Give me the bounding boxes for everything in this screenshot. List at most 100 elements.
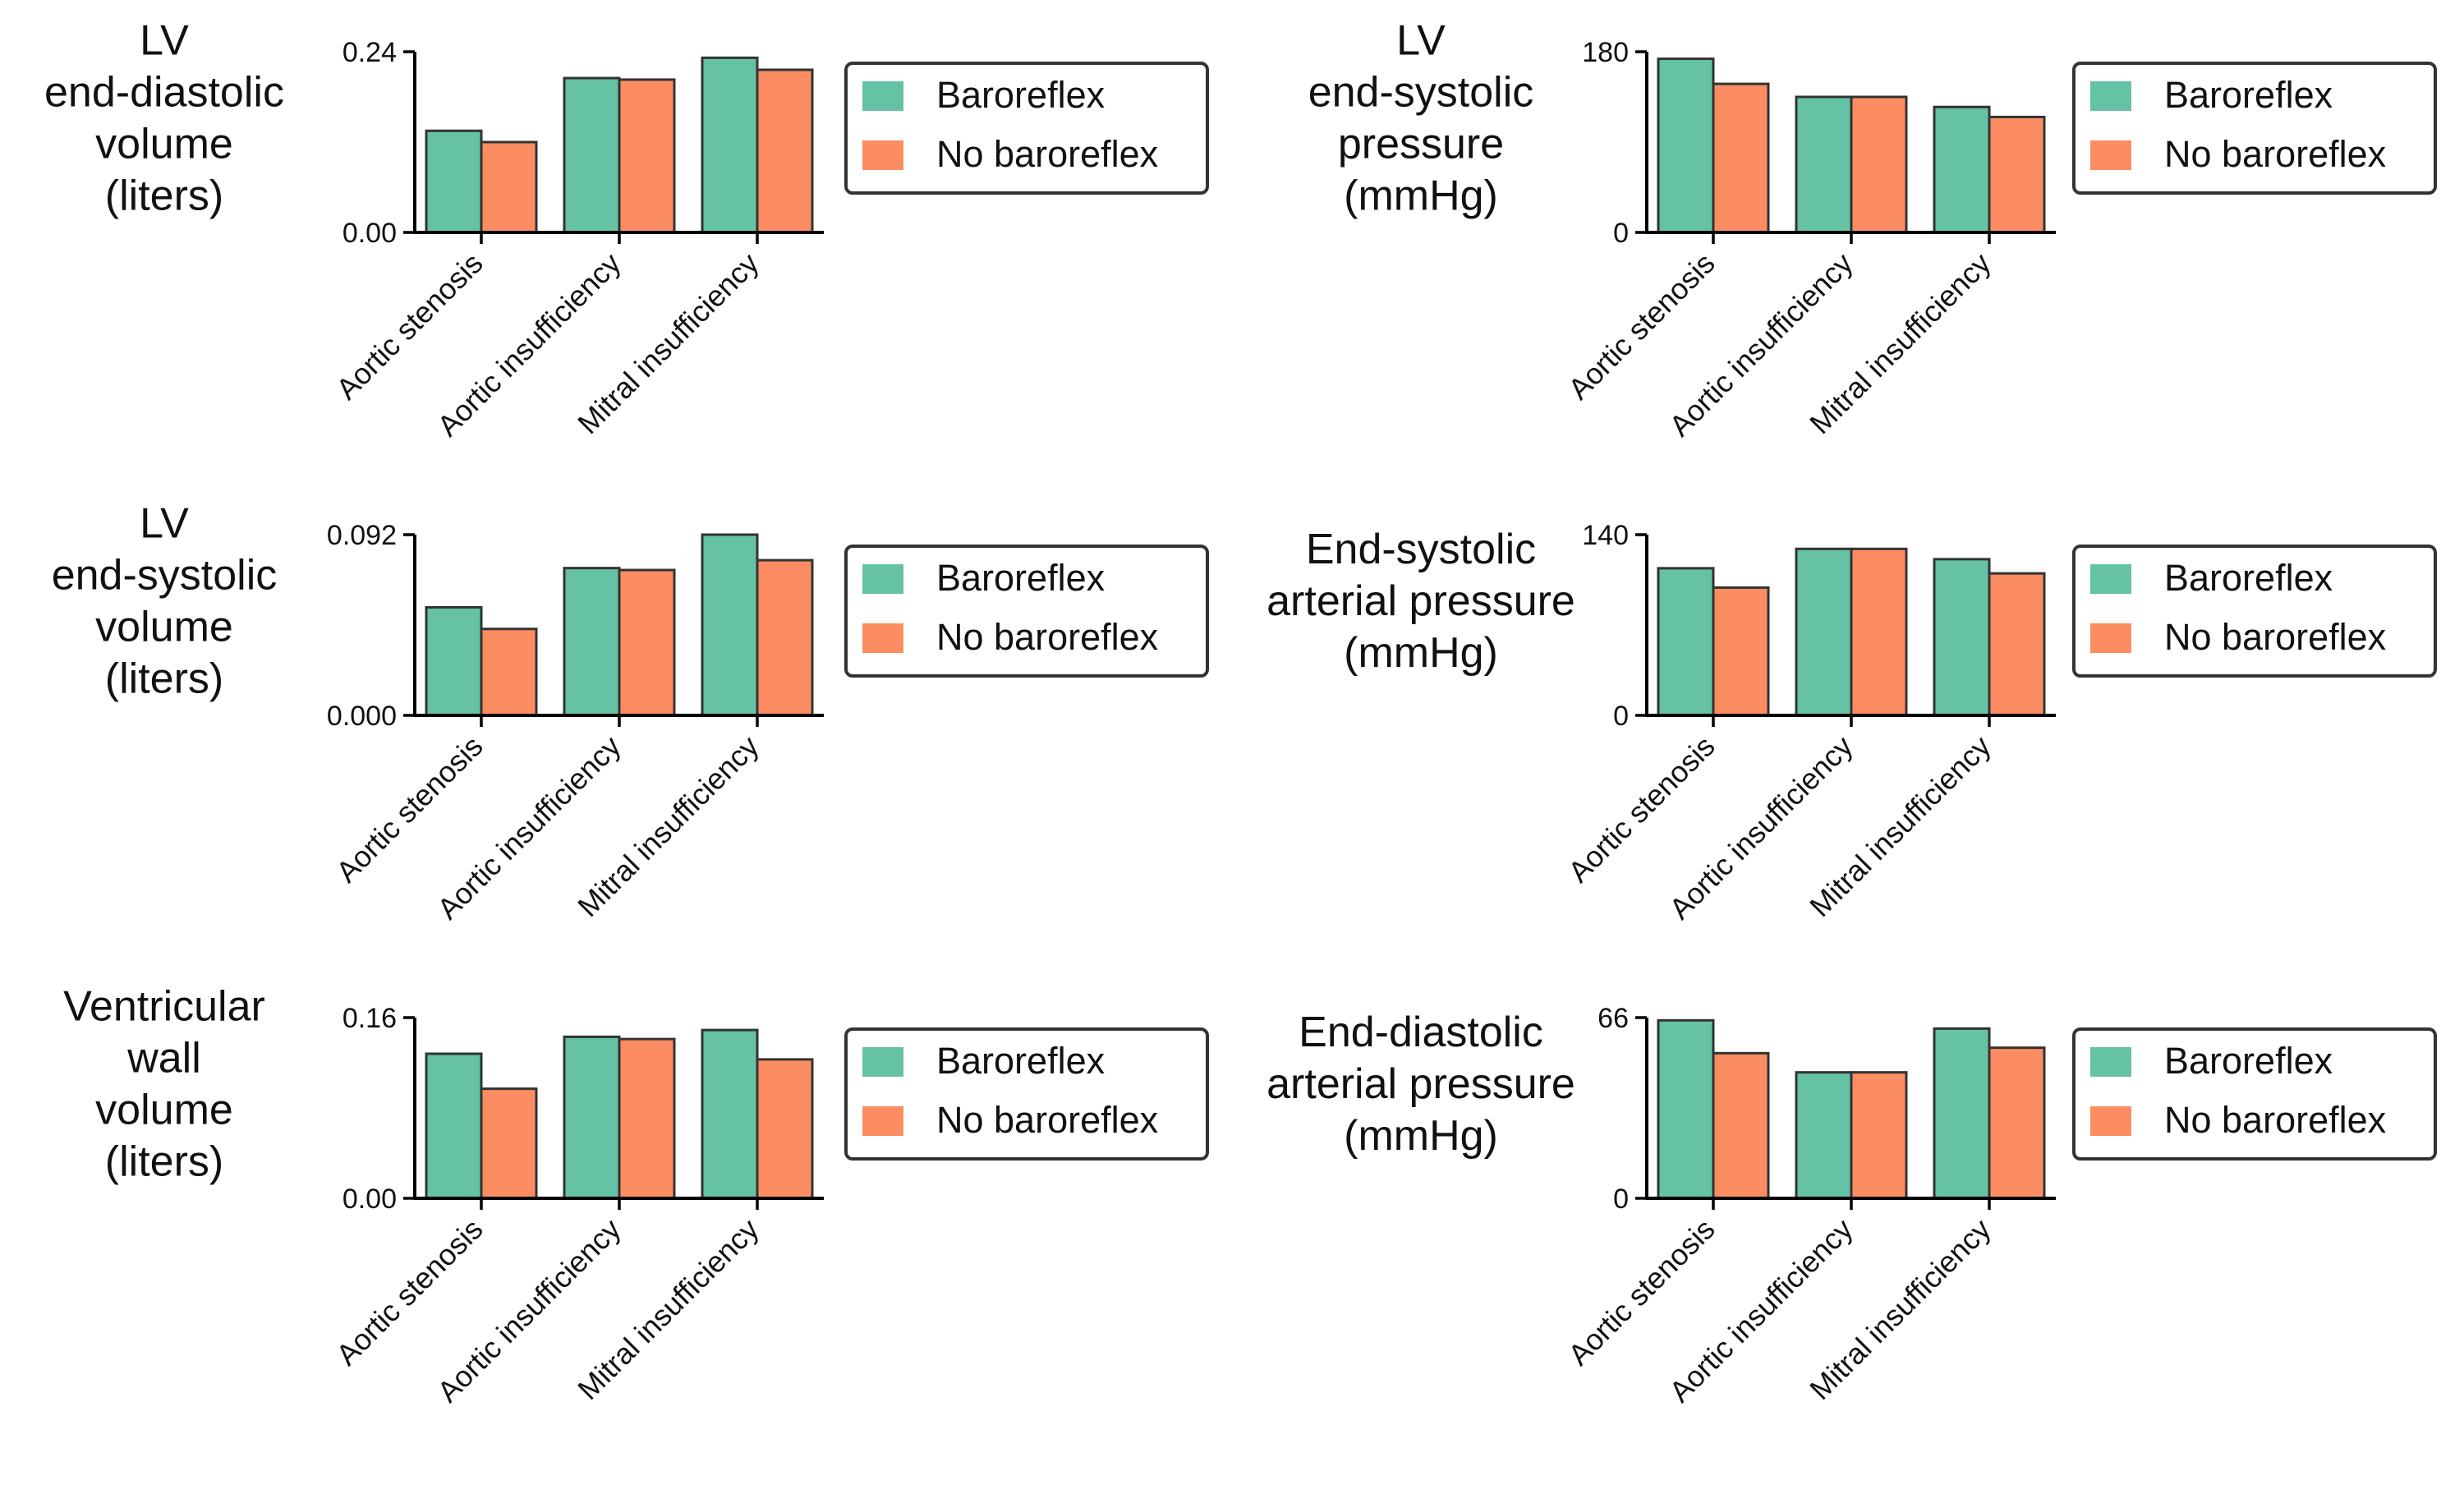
legend-swatch-baroreflex <box>2090 81 2131 111</box>
chart-panel-5: Ventricular wall volume (liters) 0.00 0.16 Aor… <box>63 983 1209 1409</box>
y-axis-label: LV end-diastolic volume (liters) <box>44 17 284 220</box>
legend-label: No baroreflex <box>2164 616 2387 658</box>
y-tick-label: 180 <box>1582 37 1629 68</box>
legend-box <box>2072 1027 2437 1161</box>
y-axis-label-line: (liters) <box>105 172 223 220</box>
y-axis-label-line: Ventricular <box>63 983 265 1031</box>
y-axis-label-line: End-diastolic <box>1299 1009 1543 1056</box>
legend-label: No baroreflex <box>936 616 1159 658</box>
y-tick-label: 0 <box>1613 701 1629 732</box>
y-axis-label-line: (mmHg) <box>1344 1112 1498 1160</box>
y-tick-label: 0.000 <box>327 701 397 732</box>
legend-box <box>2072 545 2437 678</box>
y-axis-label-line: End-systolic <box>1306 526 1536 573</box>
y-tick-label: 0.00 <box>342 218 397 249</box>
bar-no-baroreflex <box>480 627 538 717</box>
y-axis-label-line: LV <box>1396 17 1446 65</box>
y-axis-label-line: end-systolic <box>1308 69 1534 117</box>
y-axis-label-line: LV <box>140 17 189 65</box>
y-axis-label: LV end-systolic pressure (mmHg) <box>1308 17 1534 220</box>
legend-label: Baroreflex <box>2164 1040 2333 1082</box>
y-axis-label-line: LV <box>140 500 189 548</box>
x-tick-label: Aortic stenosis <box>1561 1212 1722 1372</box>
x-tick-label: Aortic stenosis <box>329 1212 490 1372</box>
y-axis-label: LV end-systolic volume (liters) <box>52 500 278 703</box>
y-axis-label-line: wall <box>126 1035 201 1082</box>
bar-baroreflex <box>1657 567 1715 717</box>
bar-no-baroreflex <box>756 68 814 234</box>
bar-no-baroreflex <box>1850 95 1908 234</box>
bar-no-baroreflex <box>1988 572 2046 717</box>
legend-swatch-baroreflex <box>862 564 903 594</box>
bar-no-baroreflex <box>1988 1046 2046 1200</box>
y-axis-label-line: (mmHg) <box>1344 629 1498 677</box>
chart-panel-6: End-diastolic arterial pressure (mmHg) 0 66 A… <box>1266 1003 2437 1409</box>
legend-swatch-no-baroreflex <box>862 1106 903 1136</box>
legend-swatch-no-baroreflex <box>862 623 903 653</box>
y-axis-label-line: end-systolic <box>52 552 278 600</box>
y-tick-label: 0.24 <box>342 37 397 68</box>
bar-baroreflex <box>1657 57 1715 234</box>
legend-swatch-baroreflex <box>2090 1047 2131 1077</box>
legend-box <box>844 545 1209 678</box>
bar-baroreflex <box>425 129 483 234</box>
y-tick-label: 66 <box>1597 1003 1629 1034</box>
bar-no-baroreflex <box>756 558 814 717</box>
legend-swatch-no-baroreflex <box>2090 1106 2131 1136</box>
y-tick-label: 0.092 <box>327 520 397 551</box>
y-tick-label: 0 <box>1613 218 1629 249</box>
legend-swatch-no-baroreflex <box>862 140 903 170</box>
y-axis-label-line: (mmHg) <box>1344 172 1498 220</box>
legend-swatch-baroreflex <box>862 1047 903 1077</box>
legend-label: No baroreflex <box>2164 133 2387 175</box>
chart-panel-3: LV end-systolic volume (liters) 0.000 0.092 Ao… <box>52 500 1209 926</box>
legend-label: Baroreflex <box>2164 557 2333 599</box>
legend-label: Baroreflex <box>936 1040 1106 1082</box>
y-axis-label: Ventricular wall volume (liters) <box>63 983 265 1186</box>
bar-baroreflex <box>1933 558 1991 717</box>
legend-label: Baroreflex <box>936 74 1106 116</box>
bar-baroreflex <box>563 76 621 234</box>
bar-baroreflex <box>1657 1018 1715 1200</box>
bar-no-baroreflex <box>480 140 538 234</box>
y-axis-label-line: (liters) <box>105 1138 223 1186</box>
bar-no-baroreflex <box>1712 1051 1770 1200</box>
x-tick-label: Aortic stenosis <box>1561 246 1722 407</box>
bar-no-baroreflex <box>618 78 676 234</box>
bar-baroreflex <box>701 533 759 717</box>
y-axis-label-line: arterial pressure <box>1266 1060 1575 1108</box>
legend-label: No baroreflex <box>936 133 1159 175</box>
chart-panel-2: LV end-systolic pressure (mmHg) 0 180 Aortic s… <box>1308 17 2437 443</box>
y-axis-label-line: arterial pressure <box>1266 577 1575 625</box>
y-tick-label: 0 <box>1613 1184 1629 1215</box>
bar-baroreflex <box>1795 1071 1853 1200</box>
bar-baroreflex <box>701 56 759 234</box>
legend-label: No baroreflex <box>936 1099 1159 1141</box>
bar-no-baroreflex <box>618 568 676 717</box>
y-axis-label-line: end-diastolic <box>44 69 284 117</box>
bar-baroreflex <box>701 1028 759 1200</box>
legend-swatch-baroreflex <box>862 81 903 111</box>
y-tick-label: 0.16 <box>342 1003 397 1034</box>
legend-swatch-no-baroreflex <box>2090 623 2131 653</box>
legend-swatch-no-baroreflex <box>2090 140 2131 170</box>
y-axis-label-line: pressure <box>1338 121 1504 168</box>
legend-swatch-baroreflex <box>2090 564 2131 594</box>
legend-label: No baroreflex <box>2164 1099 2387 1141</box>
chart-panel-4: End-systolic arterial pressure (mmHg) 0 140 A… <box>1266 520 2437 926</box>
y-axis-label: End-diastolic arterial pressure (mmHg) <box>1266 1009 1575 1160</box>
bar-no-baroreflex <box>1712 586 1770 717</box>
y-tick-label: 0.00 <box>342 1184 397 1215</box>
bar-baroreflex <box>1933 1027 1991 1200</box>
bar-no-baroreflex <box>618 1037 676 1200</box>
bar-no-baroreflex <box>1850 1071 1908 1200</box>
x-tick-label: Aortic stenosis <box>329 729 490 889</box>
bar-baroreflex <box>425 605 483 717</box>
legend-box <box>844 62 1209 195</box>
bar-baroreflex <box>1795 547 1853 717</box>
bar-no-baroreflex <box>756 1058 814 1200</box>
legend-label: Baroreflex <box>936 557 1106 599</box>
chart-panel-1: LV end-diastolic volume (liters) 0.00 0.24 Aor… <box>44 17 1209 443</box>
bar-no-baroreflex <box>1850 547 1908 717</box>
